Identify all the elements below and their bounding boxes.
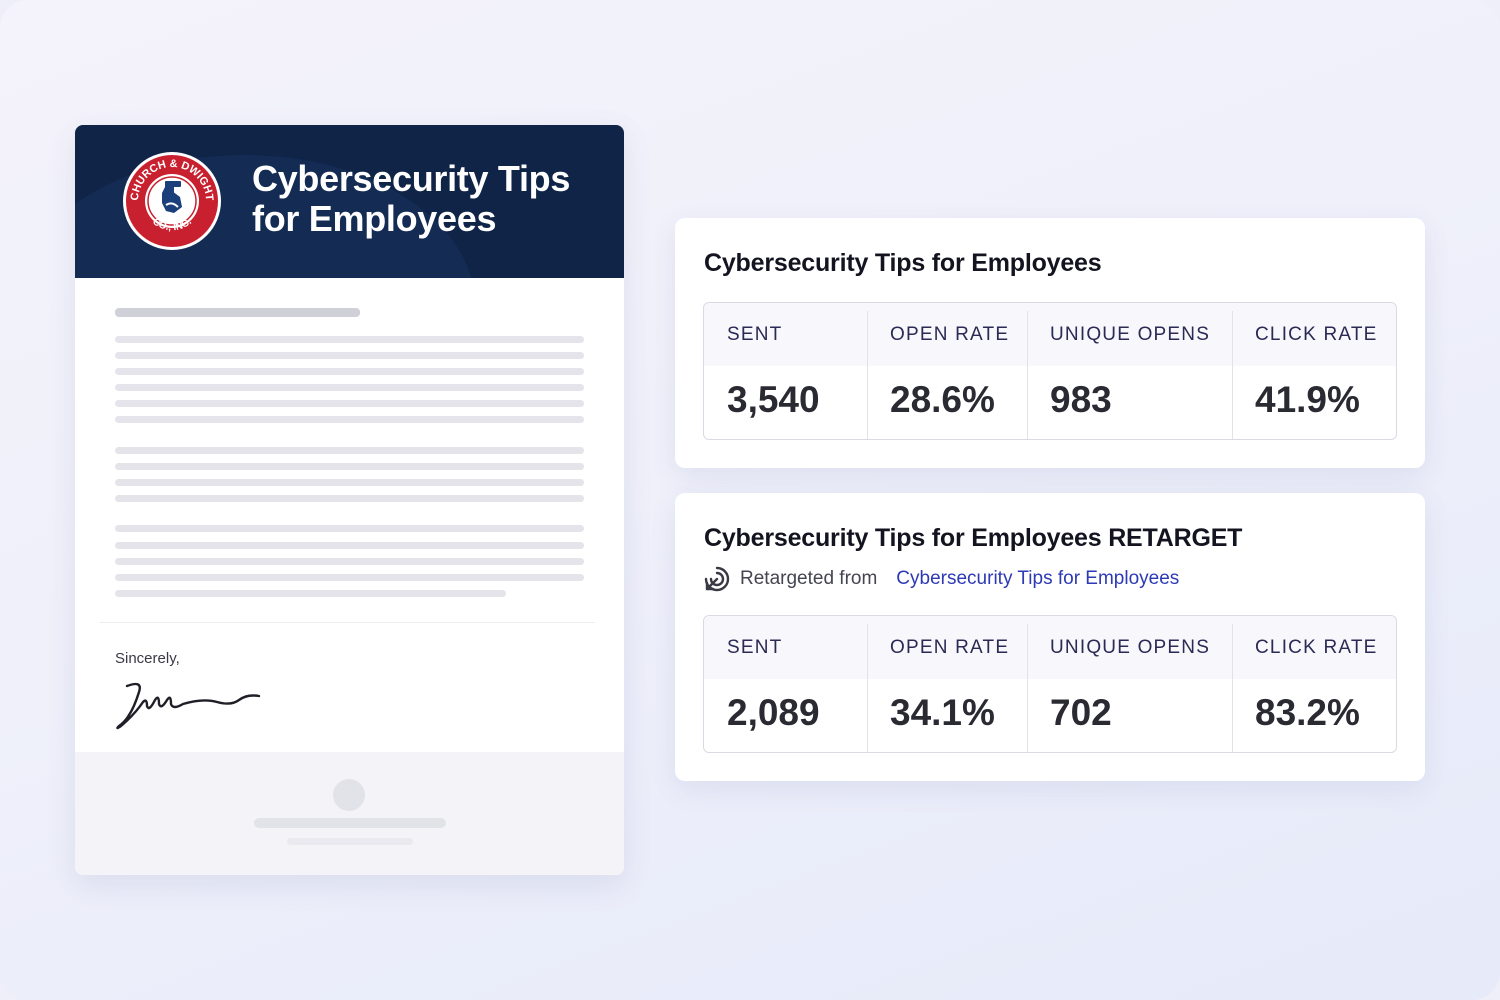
email-title: Cybersecurity Tips for Employees: [252, 159, 602, 239]
stat-label: SENT: [727, 637, 783, 658]
placeholder-line: [115, 574, 584, 581]
stats-header-row: [704, 616, 1396, 679]
stat-unique-opens: UNIQUE OPENS 702: [1027, 616, 1232, 752]
stat-value: 34.1%: [890, 692, 995, 733]
email-divider: [100, 622, 595, 623]
campaign-card: Cybersecurity Tips for Employees SENT 3,…: [675, 218, 1425, 468]
placeholder-line: [115, 558, 584, 565]
stat-sent: SENT 3,540: [704, 303, 867, 439]
stat-value: 28.6%: [890, 379, 995, 420]
stat-open-rate: OPEN RATE 34.1%: [867, 616, 1027, 752]
retargeted-label: Retargeted from: [740, 568, 878, 589]
signature-image: [116, 682, 261, 730]
placeholder-line: [115, 416, 584, 423]
email-title-line-1: Cybersecurity Tips: [252, 158, 571, 199]
stat-label: CLICK RATE: [1255, 637, 1378, 658]
placeholder-heading: [115, 308, 360, 317]
stat-label: CLICK RATE: [1255, 324, 1378, 345]
email-title-line-2: for Employees: [252, 198, 497, 239]
stat-value: 702: [1050, 692, 1112, 733]
campaign-title: Cybersecurity Tips for Employees: [704, 249, 1102, 277]
church-dwight-logo: CHURCH & DWIGHT CO., INC.: [123, 152, 221, 250]
placeholder-line: [115, 368, 584, 375]
stat-unique-opens: UNIQUE OPENS 983: [1027, 303, 1232, 439]
stat-value: 3,540: [727, 379, 820, 420]
placeholder-line: [115, 590, 506, 597]
placeholder-line: [115, 352, 584, 359]
placeholder-line: [115, 463, 584, 470]
placeholder-line: [115, 447, 584, 454]
placeholder-line: [115, 495, 584, 502]
email-header: CHURCH & DWIGHT CO., INC. Cybersecurity …: [75, 125, 624, 278]
email-footer: [75, 752, 624, 875]
retarget-icon: [704, 566, 730, 592]
email-preview: CHURCH & DWIGHT CO., INC. Cybersecurity …: [75, 125, 624, 875]
stat-label: OPEN RATE: [890, 637, 1010, 658]
stat-label: UNIQUE OPENS: [1050, 324, 1211, 345]
stat-label: UNIQUE OPENS: [1050, 637, 1211, 658]
placeholder-line: [115, 384, 584, 391]
retargeted-from: Retargeted from Cybersecurity Tips for E…: [704, 566, 1179, 592]
stat-value: 41.9%: [1255, 379, 1360, 420]
campaign-stats-table: SENT 3,540 OPEN RATE 28.6% UNIQUE OPENS …: [703, 302, 1397, 440]
stat-value: 83.2%: [1255, 692, 1360, 733]
retargeted-source-link[interactable]: Cybersecurity Tips for Employees: [896, 568, 1180, 589]
stat-sent: SENT 2,089: [704, 616, 867, 752]
stats-header-row: [704, 303, 1396, 366]
stat-label: SENT: [727, 324, 783, 345]
placeholder-line: [115, 336, 584, 343]
placeholder-line: [115, 542, 584, 549]
stat-value: 983: [1050, 379, 1112, 420]
footer-avatar-placeholder: [333, 779, 365, 811]
footer-placeholder-line: [254, 818, 446, 828]
placeholder-line: [115, 525, 584, 532]
campaign-title: Cybersecurity Tips for Employees RETARGE…: [704, 524, 1243, 552]
stat-label: OPEN RATE: [890, 324, 1010, 345]
stat-open-rate: OPEN RATE 28.6%: [867, 303, 1027, 439]
stat-click-rate: CLICK RATE 83.2%: [1232, 616, 1396, 752]
stat-click-rate: CLICK RATE 41.9%: [1232, 303, 1396, 439]
campaign-stats-table: SENT 2,089 OPEN RATE 34.1% UNIQUE OPENS …: [703, 615, 1397, 753]
footer-placeholder-line: [287, 838, 413, 845]
retarget-campaign-card: Cybersecurity Tips for Employees RETARGE…: [675, 493, 1425, 781]
email-closing: Sincerely,: [115, 650, 180, 667]
stat-value: 2,089: [727, 692, 820, 733]
placeholder-line: [115, 400, 584, 407]
placeholder-line: [115, 479, 584, 486]
svg-text:CO., INC.: CO., INC.: [150, 216, 194, 233]
